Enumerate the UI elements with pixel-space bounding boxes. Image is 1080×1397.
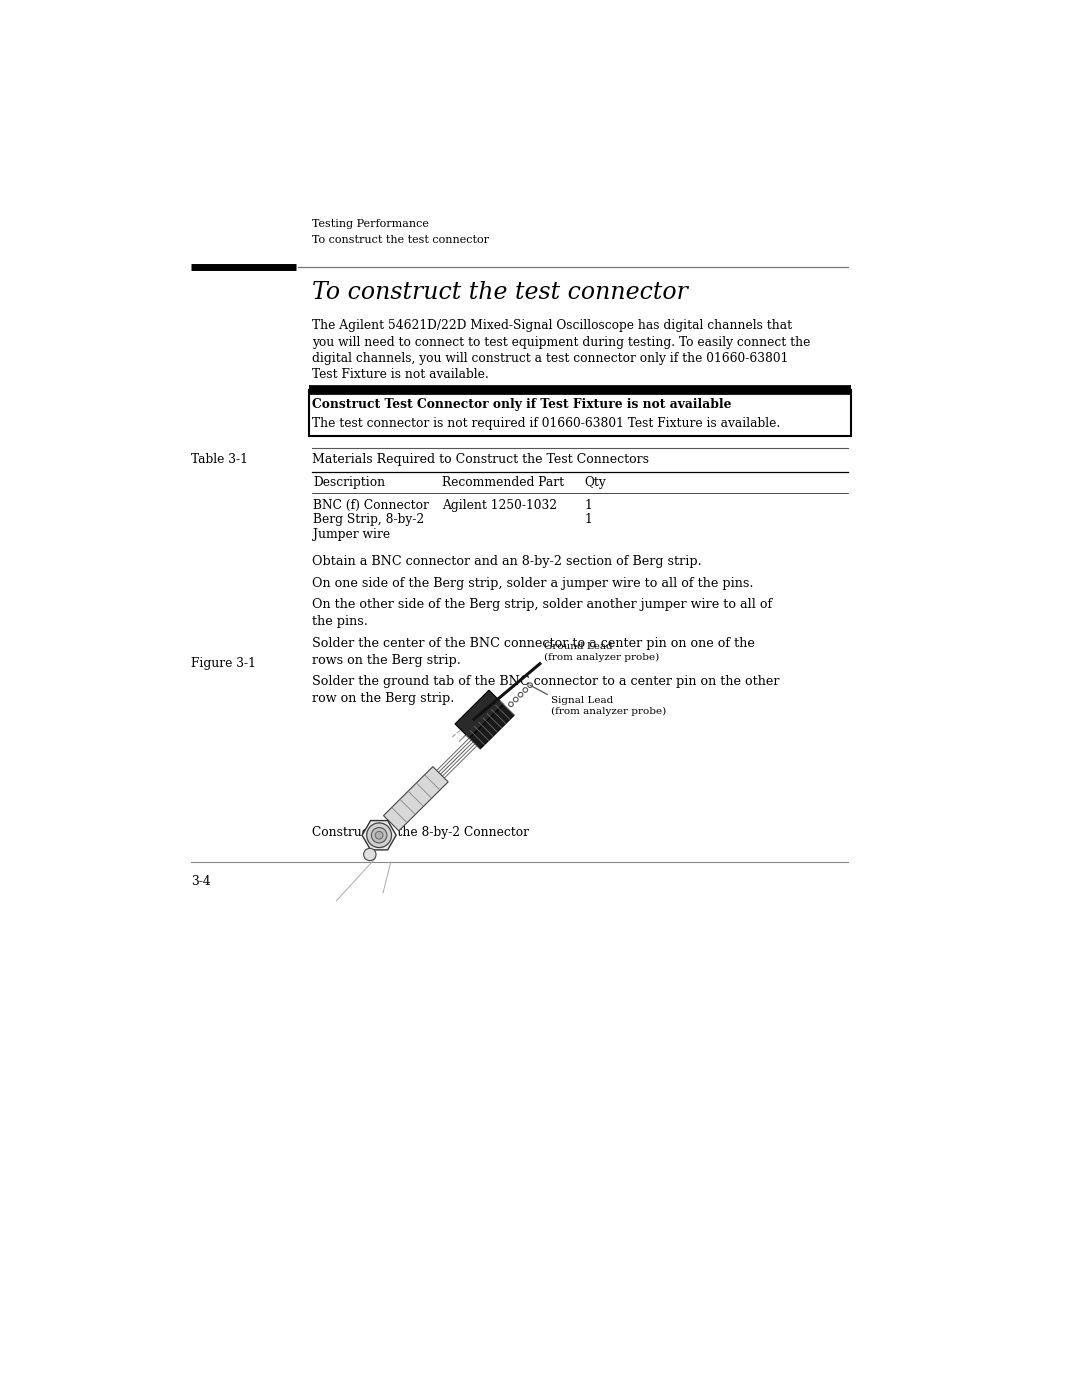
Text: 1: 1 [584, 499, 592, 511]
Text: 3-4: 3-4 [191, 876, 211, 888]
Circle shape [367, 823, 392, 848]
Polygon shape [465, 701, 514, 749]
Text: Qty: Qty [584, 476, 606, 489]
Circle shape [375, 831, 383, 840]
Text: On the other side of the Berg strip, solder another jumper wire to all of: On the other side of the Berg strip, sol… [312, 598, 772, 610]
Text: Berg Strip, 8-by-2: Berg Strip, 8-by-2 [313, 513, 424, 527]
Text: Ground Lead
(from analyzer probe): Ground Lead (from analyzer probe) [543, 643, 659, 662]
Polygon shape [362, 820, 396, 849]
Polygon shape [455, 690, 503, 738]
Text: Obtain a BNC connector and an 8-by-2 section of Berg strip.: Obtain a BNC connector and an 8-by-2 sec… [312, 555, 701, 569]
Text: Solder the ground tab of the BNC connector to a center pin on the other: Solder the ground tab of the BNC connect… [312, 675, 779, 689]
Text: Construct Test Connector only if Test Fixture is not available: Construct Test Connector only if Test Fi… [312, 398, 731, 411]
Text: To construct the test connector: To construct the test connector [312, 281, 688, 303]
Text: Testing Performance: Testing Performance [312, 219, 429, 229]
Text: Materials Required to Construct the Test Connectors: Materials Required to Construct the Test… [312, 453, 649, 467]
Text: the pins.: the pins. [312, 615, 367, 629]
Text: Jumper wire: Jumper wire [313, 528, 390, 541]
Text: Signal Lead
(from analyzer probe): Signal Lead (from analyzer probe) [551, 696, 666, 717]
Text: rows on the Berg strip.: rows on the Berg strip. [312, 654, 460, 666]
Text: Test Fixture is not available.: Test Fixture is not available. [312, 367, 488, 381]
Text: Table 3-1: Table 3-1 [191, 453, 247, 467]
Text: row on the Berg strip.: row on the Berg strip. [312, 692, 454, 705]
Text: Description: Description [313, 476, 386, 489]
Circle shape [364, 848, 376, 861]
Text: 1: 1 [584, 513, 592, 527]
Circle shape [372, 827, 387, 842]
Text: The Agilent 54621D/22D Mixed-Signal Oscilloscope has digital channels that: The Agilent 54621D/22D Mixed-Signal Osci… [312, 320, 792, 332]
Polygon shape [383, 767, 448, 831]
Bar [309, 390, 851, 436]
Text: Agilent 1250-1032: Agilent 1250-1032 [442, 499, 557, 511]
Text: you will need to connect to test equipment during testing. To easily connect the: you will need to connect to test equipme… [312, 335, 810, 348]
Text: BNC (f) Connector: BNC (f) Connector [313, 499, 429, 511]
Text: Recommended Part: Recommended Part [442, 476, 564, 489]
Text: On one side of the Berg strip, solder a jumper wire to all of the pins.: On one side of the Berg strip, solder a … [312, 577, 753, 590]
Text: Constructing the 8-by-2 Connector: Constructing the 8-by-2 Connector [312, 826, 529, 840]
Text: digital channels, you will construct a test connector only if the 01660-63801: digital channels, you will construct a t… [312, 352, 788, 365]
Text: To construct the test connector: To construct the test connector [312, 235, 488, 244]
Text: Solder the center of the BNC connector to a center pin on one of the: Solder the center of the BNC connector t… [312, 637, 755, 650]
Text: The test connector is not required if 01660-63801 Test Fixture is available.: The test connector is not required if 01… [312, 418, 780, 430]
Text: Figure 3-1: Figure 3-1 [191, 657, 256, 669]
